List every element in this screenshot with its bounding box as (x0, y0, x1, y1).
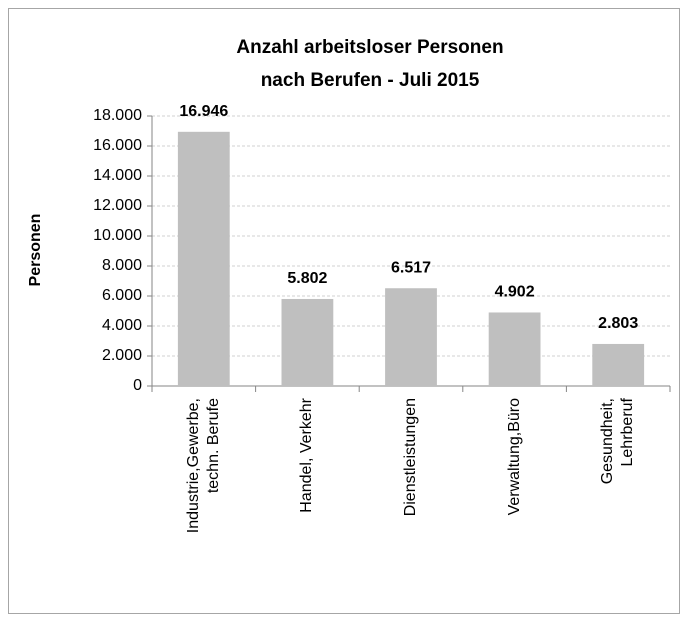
bar (177, 131, 230, 386)
y-tick-label: 12.000 (93, 197, 142, 214)
y-tick-label: 6.000 (102, 287, 142, 304)
chart-title: Anzahl arbeitsloser Personen (236, 37, 503, 58)
y-tick-label: 10.000 (93, 227, 142, 244)
y-tick-label: 0 (133, 377, 142, 394)
data-label: 6.517 (391, 259, 431, 276)
data-label: 16.946 (179, 103, 228, 120)
y-axis-label: Personen (27, 214, 44, 287)
y-tick-label: 2.000 (102, 347, 142, 364)
data-label: 4.902 (495, 284, 535, 301)
chart-border (8, 8, 680, 614)
x-tick-label: Handel, Verkehr (298, 398, 316, 513)
y-tick-label: 4.000 (102, 317, 142, 334)
bar (488, 312, 541, 386)
data-label: 2.803 (598, 315, 638, 332)
y-tick-label: 16.000 (93, 137, 142, 154)
data-label: 5.802 (287, 270, 327, 287)
x-tick-label: Industrie,Gewerbe, techn. Berufe (184, 398, 222, 534)
x-tick-label: Gesundheit, Lehrberuf (599, 398, 637, 485)
bar (281, 298, 334, 386)
x-tick-label: Dienstleistungen (402, 398, 419, 517)
bar (385, 288, 437, 386)
y-tick-label: 18.000 (93, 107, 142, 124)
chart-subtitle: nach Berufen - Juli 2015 (261, 70, 480, 91)
y-tick-label: 8.000 (102, 257, 142, 274)
x-tick-label: Verwaltung,Büro (505, 398, 523, 516)
bar (592, 343, 645, 386)
y-tick-label: 14.000 (93, 167, 142, 184)
